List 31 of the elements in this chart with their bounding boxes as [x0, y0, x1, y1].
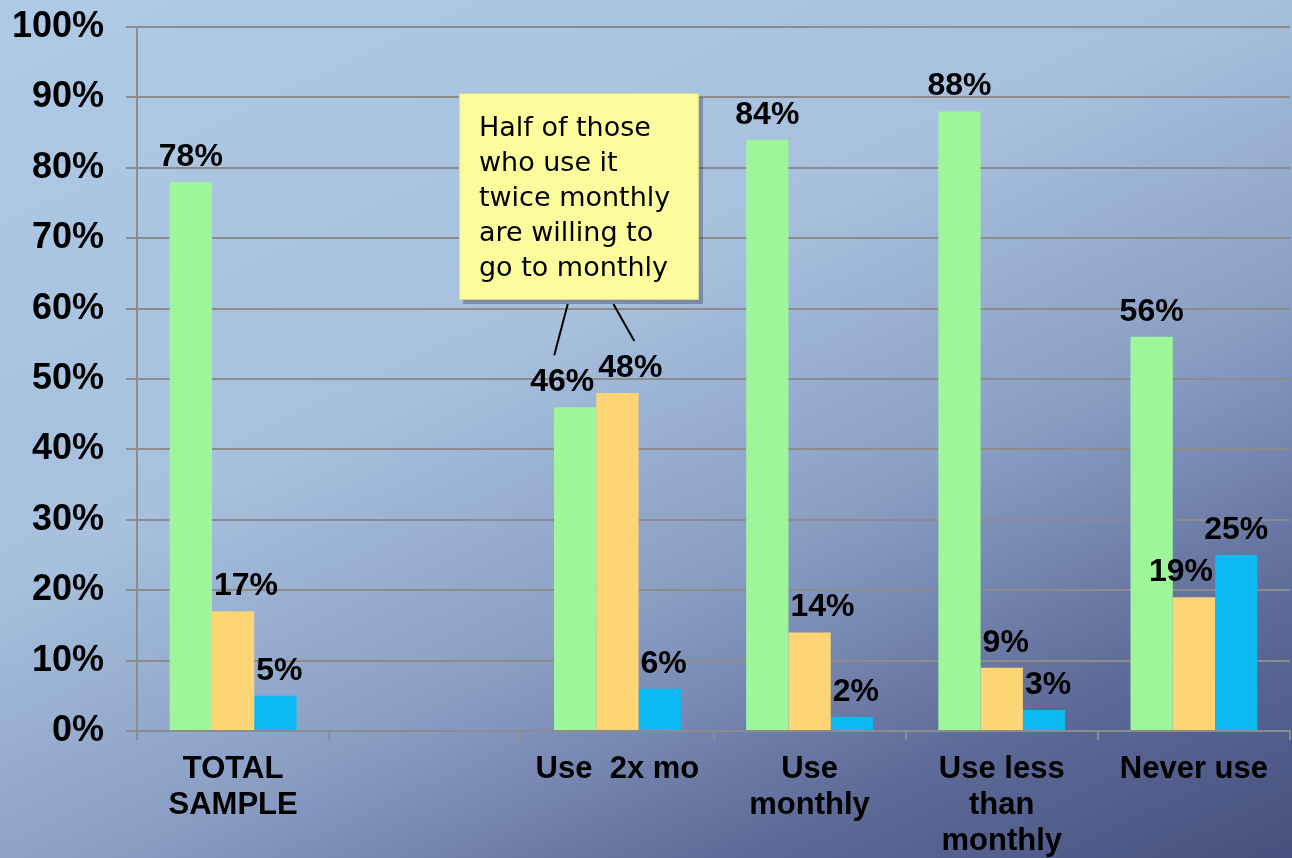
- data-label: 88%: [927, 66, 992, 103]
- y-tick-label: 40%: [31, 426, 104, 468]
- y-tick-label: 0%: [51, 707, 104, 749]
- x-tick-label: TOTAL SAMPLE: [168, 750, 298, 822]
- y-tick-label: 60%: [31, 285, 104, 327]
- x-tick-label: Never use: [1119, 750, 1269, 786]
- data-label: 5%: [256, 650, 303, 687]
- data-label: 48%: [598, 348, 663, 385]
- data-label: 56%: [1119, 291, 1184, 328]
- annotation: Half of those who use it twice monthly are willing to go to monthly: [478, 111, 671, 283]
- data-label: 25%: [1204, 510, 1269, 546]
- y-tick-label: 50%: [31, 355, 104, 397]
- data-label: 6%: [640, 643, 687, 680]
- data-label: 84%: [735, 94, 800, 131]
- x-tick-label: Use monthly: [749, 750, 871, 822]
- data-label: 3%: [1024, 664, 1072, 701]
- data-label: 78%: [158, 136, 223, 173]
- y-tick-label: 10%: [31, 637, 104, 679]
- y-tick-label: 30%: [31, 496, 104, 538]
- y-tick-label: 80%: [31, 144, 104, 186]
- y-tick-label: 90%: [31, 74, 104, 116]
- data-label: 2%: [832, 671, 879, 708]
- y-tick-label: 100%: [11, 3, 104, 45]
- data-label: 14%: [790, 587, 855, 624]
- data-label: 17%: [213, 566, 278, 603]
- y-tick-label: 20%: [31, 567, 104, 609]
- data-label: 46%: [530, 362, 595, 399]
- x-tick-label: Use less than monthly: [938, 750, 1065, 857]
- x-tick-label: Use 2x mo: [535, 750, 700, 786]
- data-label: 9%: [982, 622, 1029, 659]
- y-tick-label: 70%: [31, 215, 104, 257]
